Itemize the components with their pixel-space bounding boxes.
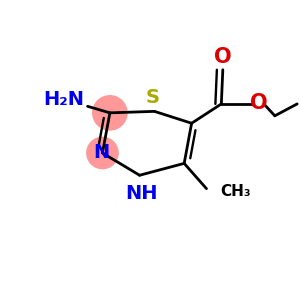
- Text: O: O: [250, 93, 267, 113]
- Text: O: O: [214, 47, 232, 67]
- Text: S: S: [146, 88, 160, 107]
- Text: H₂N: H₂N: [43, 90, 84, 109]
- Text: N: N: [93, 142, 109, 162]
- Circle shape: [86, 136, 119, 169]
- Text: NH: NH: [125, 184, 157, 203]
- Text: CH₃: CH₃: [220, 184, 250, 199]
- Circle shape: [92, 95, 128, 131]
